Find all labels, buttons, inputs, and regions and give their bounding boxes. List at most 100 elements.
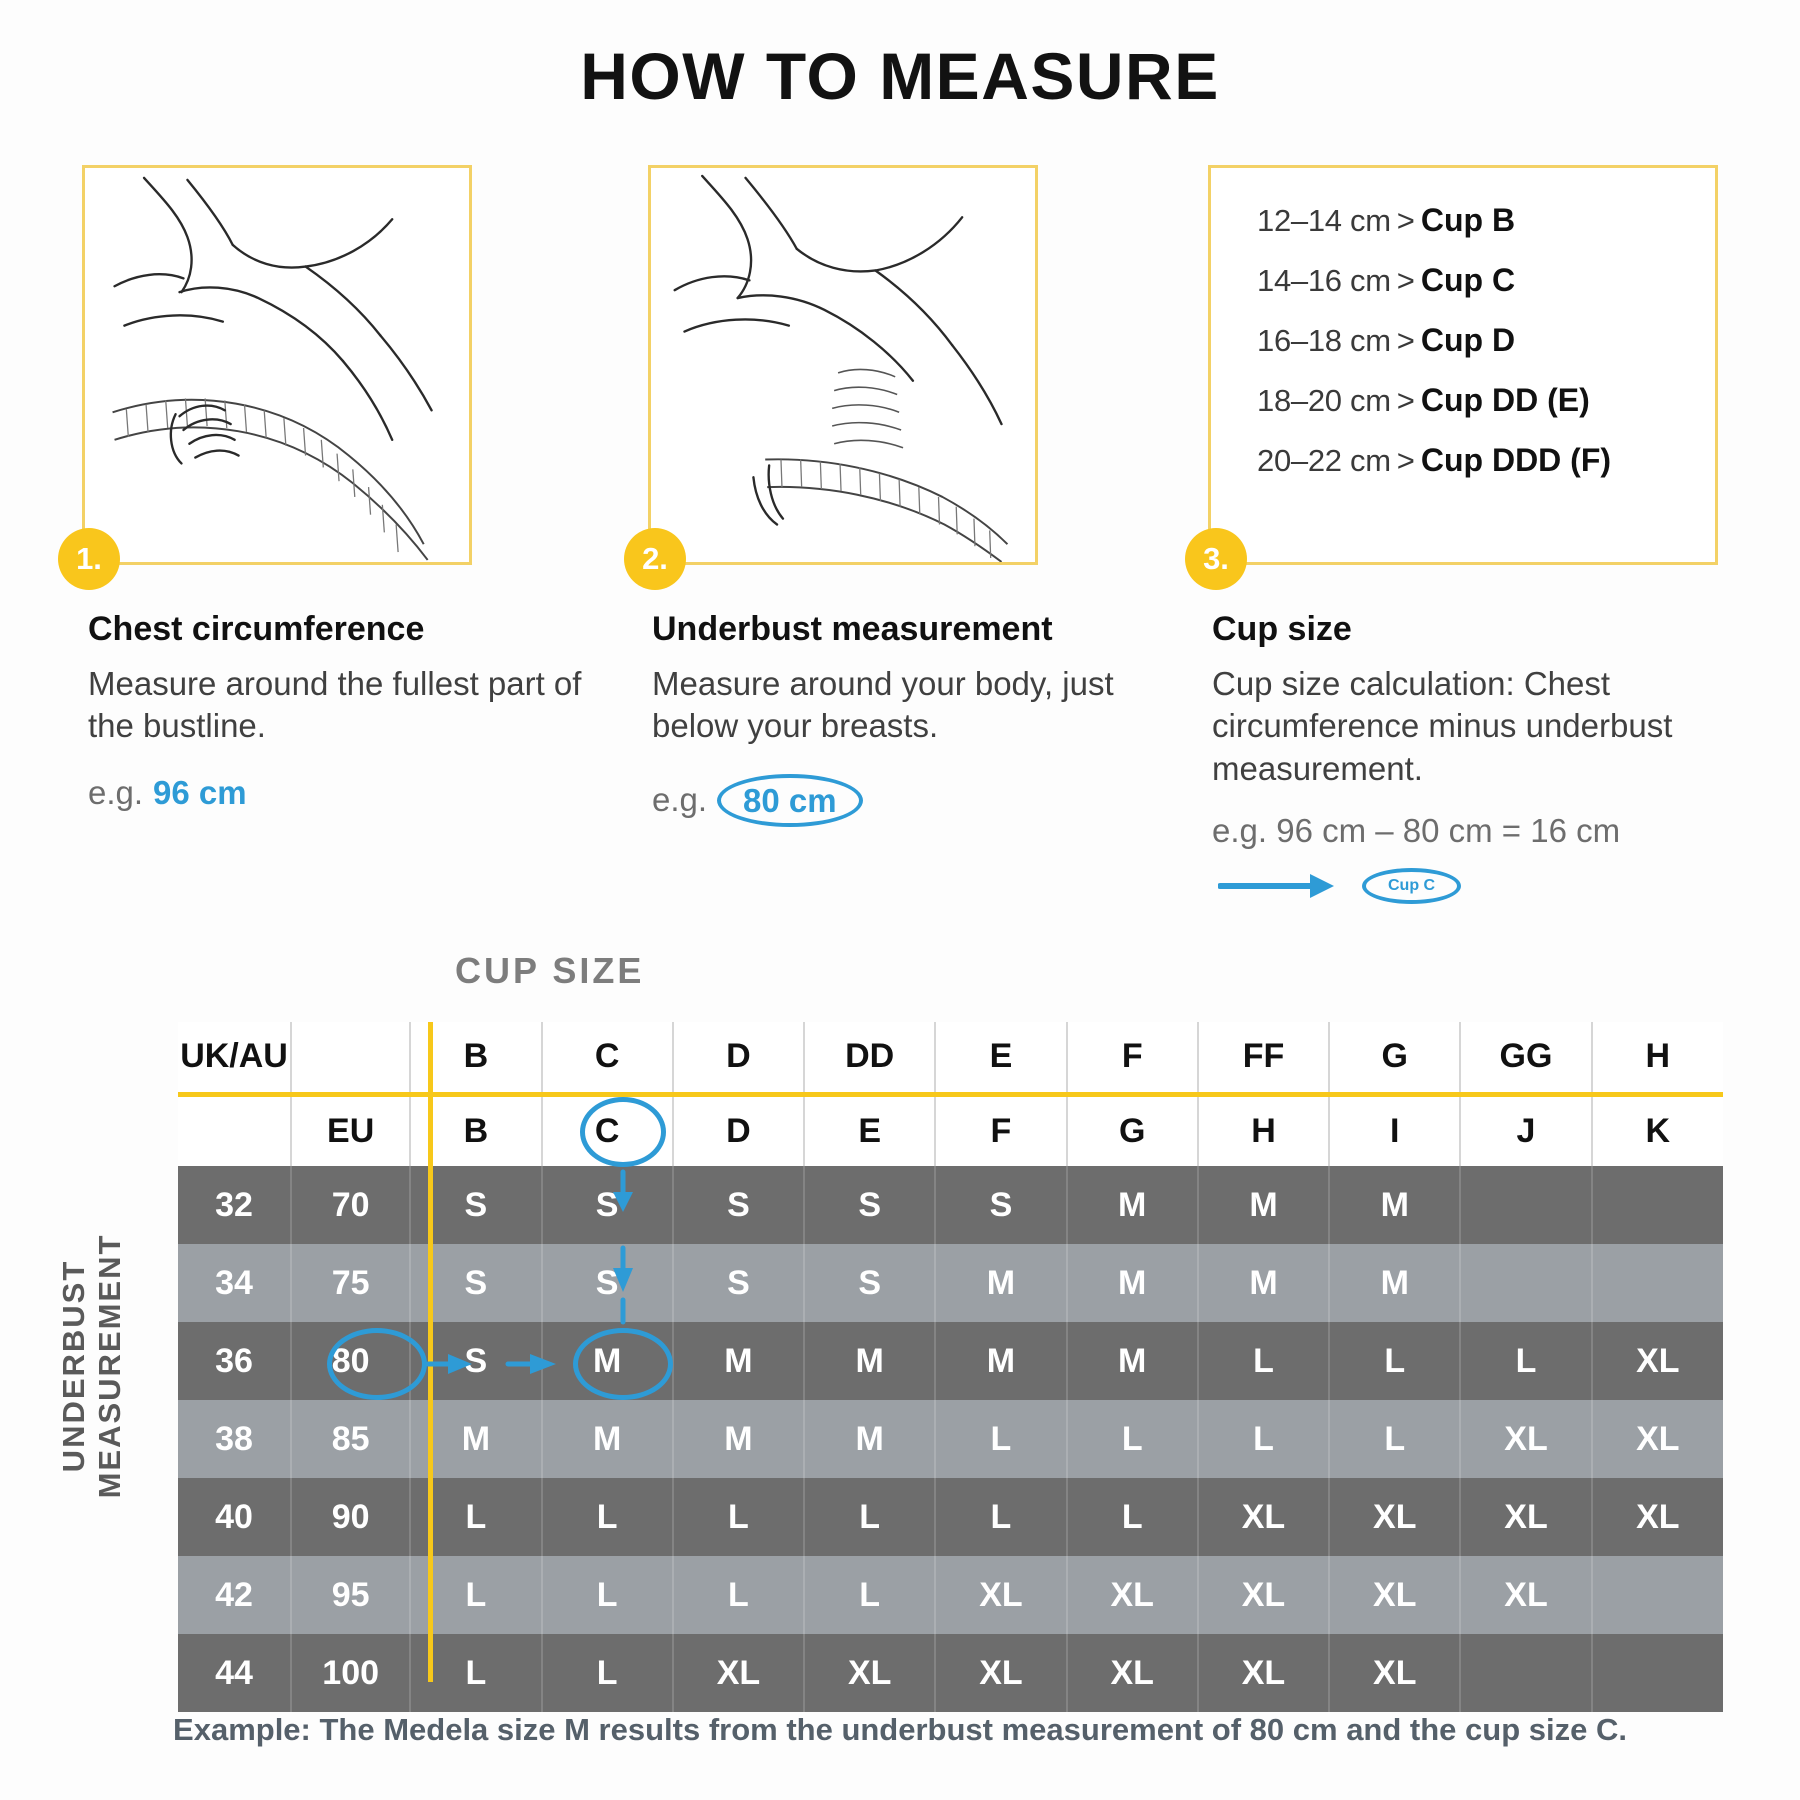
legend-range: 16–18 cm — [1257, 323, 1391, 358]
row-uk: 36 — [178, 1322, 293, 1400]
size-cell: XL — [1460, 1400, 1593, 1478]
step-3: Cup size Cup size calculation: Chest cir… — [1212, 610, 1752, 904]
size-cell: M — [804, 1322, 937, 1400]
table-row: 44 100 L L XL XL XL XL XL XL — [178, 1634, 1723, 1712]
size-cell: S — [672, 1244, 806, 1322]
size-cell: L — [672, 1556, 806, 1634]
step-3-result-row: Cup C — [1212, 867, 1752, 904]
size-cell: M — [1329, 1166, 1462, 1244]
size-cell: XL — [935, 1556, 1068, 1634]
row-eu: 85 — [291, 1400, 412, 1478]
size-cell: XL — [804, 1634, 937, 1712]
size-cell: XL — [1066, 1556, 1199, 1634]
size-cell: L — [1066, 1478, 1199, 1556]
size-cell: L — [1460, 1322, 1593, 1400]
size-cell: XL — [1460, 1556, 1593, 1634]
step-2-example: e.g. 80 cm — [652, 773, 1152, 827]
size-cell: M — [1066, 1166, 1199, 1244]
arrow-right-icon — [1218, 873, 1334, 898]
legend-gt: > — [1396, 383, 1415, 418]
step-1-body: Measure around the fullest part of the b… — [88, 665, 582, 745]
cup-size-legend-box: 12–14 cm > Cup B 14–16 cm > Cup C 16–18 cm > C… — [1208, 165, 1718, 565]
size-cell: M — [1066, 1244, 1199, 1322]
size-cell: L — [541, 1556, 674, 1634]
cup-size-axis-label: CUP SIZE — [455, 950, 645, 991]
size-cell — [1591, 1244, 1723, 1322]
row-eu: 100 — [291, 1634, 412, 1712]
legend-row: 16–18 cm > Cup D — [1257, 324, 1715, 356]
header-uk-cup: F — [1066, 1022, 1199, 1097]
row-eu: 90 — [291, 1478, 412, 1556]
size-cell: L — [1197, 1322, 1331, 1400]
table-header-eu-row: EU B C D E F G H I J K — [178, 1094, 1723, 1166]
size-cell: L — [804, 1556, 937, 1634]
header-eu-cup: D — [672, 1094, 806, 1166]
size-cell: XL — [1197, 1634, 1331, 1712]
size-cell: XL — [1591, 1478, 1723, 1556]
header-eu-cup: E — [804, 1094, 937, 1166]
size-cell: XL — [1329, 1556, 1462, 1634]
step-2: Underbust measurement Measure around you… — [652, 610, 1152, 827]
underbust-axis-label: UNDERBUST MEASUREMENT — [56, 1233, 127, 1499]
legend-gt: > — [1396, 203, 1415, 238]
header-eu-blank — [178, 1094, 293, 1166]
size-cell: L — [1329, 1400, 1462, 1478]
header-uk-cup: D — [672, 1022, 806, 1097]
step-1-title: Chest circumference — [88, 610, 425, 648]
row-uk: 44 — [178, 1634, 293, 1712]
legend-cup: Cup DDD (F) — [1420, 442, 1612, 478]
legend-row: 18–20 cm > Cup DD (E) — [1257, 384, 1715, 416]
size-cell — [1591, 1634, 1723, 1712]
size-cell: L — [935, 1400, 1068, 1478]
legend-cup: Cup B — [1420, 202, 1516, 238]
size-cell: XL — [1197, 1478, 1331, 1556]
legend-cup: Cup C — [1420, 262, 1516, 298]
highlight-ring-header-cup-c — [580, 1097, 666, 1167]
illustration-chest-circumference — [82, 165, 472, 565]
legend-range: 18–20 cm — [1257, 383, 1391, 418]
row-eu: 70 — [291, 1166, 412, 1244]
size-cell: M — [935, 1322, 1068, 1400]
step-1-eg-prefix: e.g. — [88, 773, 144, 811]
chart-yellow-divider — [428, 1022, 433, 1682]
step-2-eg-value-circled: 80 cm — [717, 773, 863, 827]
header-eu-cup: F — [935, 1094, 1068, 1166]
size-cell: M — [1197, 1244, 1331, 1322]
header-eu-cup: I — [1329, 1094, 1462, 1166]
size-cell: M — [541, 1400, 674, 1478]
header-uk-cup: G — [1329, 1022, 1462, 1097]
legend-range: 20–22 cm — [1257, 443, 1391, 478]
illustration-underbust-measurement — [648, 165, 1038, 565]
row-uk: 40 — [178, 1478, 293, 1556]
step-3-title: Cup size — [1212, 610, 1352, 648]
size-cell: M — [1066, 1322, 1199, 1400]
size-cell: XL — [672, 1634, 806, 1712]
size-cell — [1591, 1556, 1723, 1634]
size-cell: L — [541, 1478, 674, 1556]
legend-row: 12–14 cm > Cup B — [1257, 204, 1715, 236]
size-cell: L — [1066, 1400, 1199, 1478]
footer-caption: Example: The Medela size M results from … — [173, 1712, 1627, 1747]
header-uk-cup: E — [935, 1022, 1068, 1097]
table-row: 42 95 L L L L XL XL XL XL XL — [178, 1556, 1723, 1634]
legend-gt: > — [1396, 263, 1415, 298]
legend-row: 14–16 cm > Cup C — [1257, 264, 1715, 296]
legend-gt: > — [1396, 323, 1415, 358]
legend-range: 14–16 cm — [1257, 263, 1391, 298]
size-cell: XL — [935, 1634, 1068, 1712]
header-uk-cup: C — [541, 1022, 674, 1097]
size-cell: XL — [1329, 1634, 1462, 1712]
table-row: 34 75 S S S S M M M M — [178, 1244, 1723, 1322]
header-uk-cup: FF — [1197, 1022, 1331, 1097]
header-uk-label: UK/AU — [178, 1022, 293, 1097]
size-cell: S — [804, 1166, 937, 1244]
legend-cup: Cup DD (E) — [1420, 382, 1590, 418]
size-cell: L — [935, 1478, 1068, 1556]
page-title: HOW TO MEASURE — [580, 39, 1220, 113]
size-cell: M — [935, 1244, 1068, 1322]
header-eu-cup: H — [1197, 1094, 1331, 1166]
table-header-uk-row: UK/AU B C D DD E F FF G GG H — [178, 1022, 1723, 1097]
step-badge-3: 3. — [1185, 528, 1247, 590]
step-3-calculation: e.g. 96 cm – 80 cm = 16 cm — [1212, 811, 1621, 849]
table-row: 32 70 S S S S S M M M — [178, 1166, 1723, 1244]
